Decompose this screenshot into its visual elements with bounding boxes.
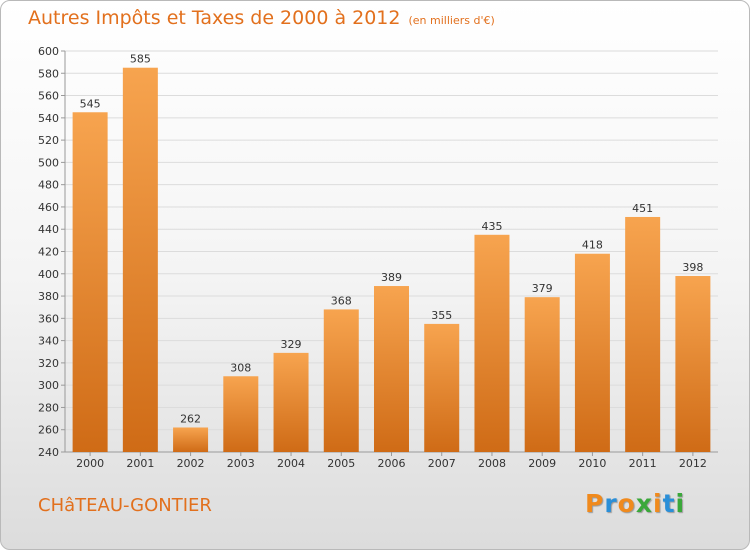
y-tick-label: 500 <box>38 156 59 169</box>
x-tick-label: 2011 <box>629 457 657 470</box>
x-tick-label: 2003 <box>227 457 255 470</box>
x-tick-label: 2000 <box>76 457 104 470</box>
bar-2003 <box>223 376 259 452</box>
x-tick-label: 2005 <box>327 457 355 470</box>
y-tick-label: 420 <box>38 246 59 259</box>
bar-2004 <box>273 352 309 452</box>
bar-value-label: 379 <box>532 282 553 295</box>
x-tick-label: 2012 <box>679 457 707 470</box>
y-tick-label: 580 <box>38 67 59 80</box>
y-tick-label: 560 <box>38 90 59 103</box>
bar-value-label: 329 <box>281 338 302 351</box>
y-tick-label: 380 <box>38 290 59 303</box>
y-tick-label: 600 <box>38 45 59 58</box>
y-tick-label: 240 <box>38 446 59 459</box>
bar-value-label: 389 <box>381 271 402 284</box>
bar-2007 <box>424 323 460 452</box>
y-tick-label: 540 <box>38 112 59 125</box>
bar-2006 <box>374 286 409 452</box>
logo-letter: t <box>662 489 676 518</box>
location-label: CHâTEAU-GONTIER <box>38 495 212 516</box>
y-tick-label: 400 <box>38 268 59 281</box>
logo-letter: r <box>604 489 618 518</box>
x-tick-label: 2004 <box>277 457 305 470</box>
bar-value-label: 355 <box>431 309 452 322</box>
y-tick-label: 360 <box>38 312 59 325</box>
y-tick-label: 460 <box>38 201 59 214</box>
bar-2009 <box>524 297 560 452</box>
logo-letter: i <box>675 489 686 518</box>
bar-value-label: 368 <box>331 294 352 307</box>
y-tick-label: 480 <box>38 179 59 192</box>
y-tick-label: 320 <box>38 357 59 370</box>
bar-value-label: 418 <box>582 239 603 252</box>
x-tick-label: 2008 <box>478 457 506 470</box>
bar-2000 <box>72 112 108 452</box>
bar-value-label: 585 <box>130 53 151 66</box>
y-tick-label: 280 <box>38 401 59 414</box>
bar-value-label: 451 <box>632 202 653 215</box>
bar-2011 <box>625 216 661 452</box>
bar-2002 <box>173 427 209 452</box>
bar-value-label: 308 <box>230 361 251 374</box>
x-tick-label: 2001 <box>126 457 154 470</box>
labels: 545 585 262 308 329 368 389 355 435 379 418 451 398 <box>80 53 704 426</box>
x-tick-label: 2006 <box>378 457 406 470</box>
logo-letter: x <box>635 489 653 518</box>
bars <box>72 67 711 452</box>
bar-value-label: 398 <box>682 261 703 274</box>
logo-letter: o <box>617 489 636 518</box>
bar-2012 <box>675 276 711 452</box>
y-tick-label: 260 <box>38 424 59 437</box>
y-tick-label: 520 <box>38 134 59 147</box>
bar-2008 <box>474 234 510 452</box>
chart-title-main: Autres Impôts et Taxes de 2000 à 2012 <box>28 7 401 29</box>
chart-title-unit: (en milliers d'€) <box>408 14 495 27</box>
bar-value-label: 262 <box>180 412 201 425</box>
y-tick-label: 440 <box>38 223 59 236</box>
y-tick-label: 300 <box>38 379 59 392</box>
bar-value-label: 545 <box>80 97 101 110</box>
logo-letter: P <box>585 489 605 518</box>
x-tick-label: 2007 <box>428 457 456 470</box>
bar-2001 <box>122 67 158 452</box>
bar-2010 <box>574 253 610 452</box>
logo-letter: i <box>653 489 663 518</box>
bar-value-label: 435 <box>481 220 502 233</box>
chart-title: Autres Impôts et Taxes de 2000 à 2012 (en… <box>28 7 495 29</box>
proxiti-logo: Proxiti <box>585 489 685 518</box>
x-tick-label: 2010 <box>578 457 606 470</box>
x-tick-label: 2002 <box>177 457 205 470</box>
y-tick-label: 340 <box>38 335 59 348</box>
x-tick-label: 2009 <box>528 457 556 470</box>
bar-2005 <box>323 309 359 452</box>
